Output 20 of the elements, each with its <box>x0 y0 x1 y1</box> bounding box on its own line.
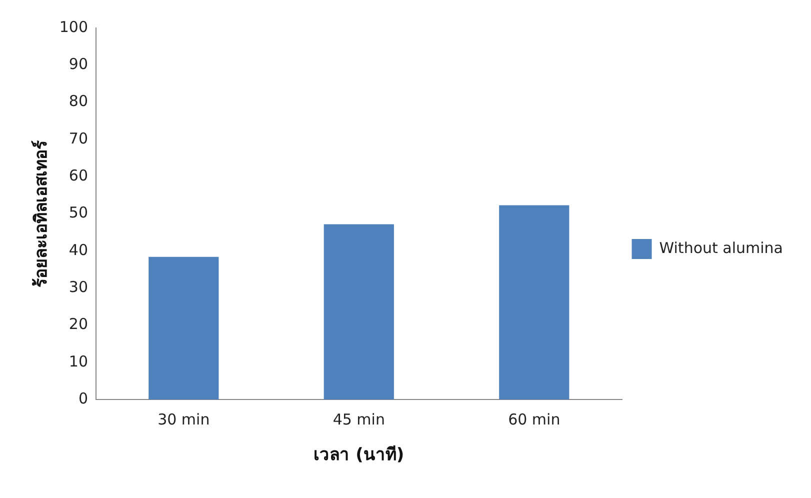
y-axis-title: ร้อยละเอทิลเอสเทอร์ <box>30 139 52 288</box>
legend-label: Without alumina <box>659 238 784 257</box>
bar <box>148 256 219 400</box>
y-tick-label: 40 <box>68 240 88 259</box>
bar <box>499 205 570 400</box>
x-axis-title: เวลา (นาที) <box>314 444 404 466</box>
y-tick-label: 60 <box>68 166 88 185</box>
y-tick-label: 0 <box>78 389 88 408</box>
y-tick-label: 80 <box>68 92 88 110</box>
y-tick-label: 30 <box>68 278 88 296</box>
y-tick-label: 70 <box>68 129 88 148</box>
x-tick-label: 60 min <box>508 410 560 428</box>
y-tick-label: 20 <box>68 315 88 334</box>
y-tick-label: 50 <box>68 204 88 222</box>
x-tick-label: 30 min <box>158 410 210 428</box>
x-tick-label: 45 min <box>332 410 385 428</box>
y-tick-label: 90 <box>68 55 88 74</box>
y-tick-label: 100 <box>59 18 88 36</box>
y-tick-label: 10 <box>68 352 88 370</box>
bar <box>324 224 394 400</box>
